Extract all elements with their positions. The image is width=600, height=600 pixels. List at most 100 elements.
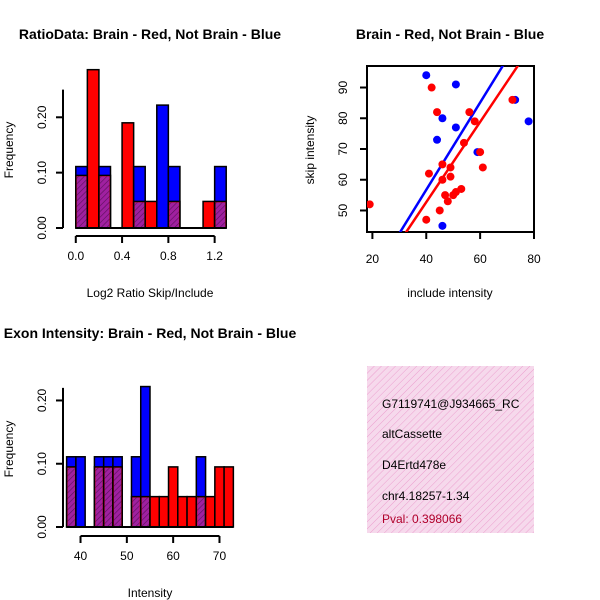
scatter-point-brain [427, 83, 436, 92]
scatter-point-notbrain [451, 80, 460, 89]
scatter-point-notbrain [438, 114, 447, 123]
ratio-hist-y-tick-label: 0.00 [35, 216, 49, 240]
scatter-point-brain [446, 172, 455, 181]
scatter-fit-line-notbrain [398, 66, 505, 232]
scatter-y-tick-label: 90 [336, 81, 350, 95]
info-location: chr4.18257-1.34 [382, 489, 470, 503]
scatter-point-notbrain [422, 71, 431, 80]
ratio-hist-bar-brain [144, 200, 158, 229]
ratio-histogram-axes: 0.0 0.4 0.8 1.2 0.00 0.10 0.20 [35, 89, 223, 263]
scatter-y-tick-label: 60 [336, 173, 350, 187]
exon-histogram-title: Exon Intensity: Brain - Red, Not Brain -… [4, 325, 297, 341]
exon-hist-bar-overlap [197, 497, 205, 526]
info-probe-id: G7119741@J934665_RC [382, 397, 520, 411]
ratio-histogram-xlabel: Log2 Ratio Skip/Include [87, 286, 214, 300]
scatter-x-tick-label: 40 [420, 252, 434, 266]
ratio-hist-bar-overlap [134, 202, 145, 227]
scatter-title: Brain - Red, Not Brain - Blue [356, 26, 544, 42]
intensity-scatter-panel: Brain - Red, Not Brain - Blue 20 40 60 80 50… [303, 26, 544, 300]
exon-hist-bar-overlap [104, 467, 112, 526]
exon-hist-y-tick-label: 0.00 [35, 515, 49, 539]
ratio-hist-y-tick-label: 0.20 [35, 105, 49, 129]
ratio-hist-bar-overlap [76, 176, 87, 227]
ratio-hist-x-tick-label: 0.4 [114, 249, 131, 263]
exon-hist-x-tick-label: 50 [120, 549, 134, 563]
exon-hist-bar-overlap [113, 467, 122, 526]
ratio-hist-bar-overlap [99, 176, 110, 227]
exon-intensity-histogram-panel: Exon Intensity: Brain - Red, Not Brain -… [2, 325, 296, 600]
scatter-point-notbrain [433, 135, 442, 144]
info-box-background [367, 366, 534, 533]
ratio-hist-bar-overlap [169, 202, 179, 227]
scatter-y-tick-label: 70 [336, 142, 350, 156]
scatter-point-brain [433, 108, 442, 117]
info-box-panel: G7119741@J934665_RC altCassette D4Ertd47… [367, 366, 534, 533]
scatter-point-brain [465, 108, 474, 117]
exon-histogram-axes: 40 50 60 70 0.00 0.10 0.20 [35, 387, 227, 563]
ratio-hist-y-tick-label: 0.10 [35, 161, 49, 185]
exon-histogram-ylabel: Frequency [2, 421, 16, 478]
exon-hist-bar-brain [149, 495, 161, 528]
scatter-point-brain [435, 206, 444, 215]
exon-hist-bar-overlap [95, 467, 103, 526]
scatter-x-tick-label: 80 [527, 252, 541, 266]
scatter-point-notbrain [438, 221, 447, 230]
exon-hist-bar-brain [186, 495, 198, 528]
scatter-point-brain [457, 184, 466, 193]
scatter-x-tick-label: 20 [366, 252, 380, 266]
scatter-point-brain [438, 160, 447, 169]
scatter-point-brain [422, 215, 431, 224]
scatter-point-brain [476, 148, 485, 157]
scatter-point-brain [443, 197, 452, 206]
scatter-x-tick-label: 60 [473, 252, 487, 266]
ratio-hist-bar-brain [121, 122, 135, 229]
scatter-point-brain [478, 163, 487, 172]
exon-hist-bar-overlap [67, 467, 75, 526]
scatter-point-brain [441, 191, 450, 200]
exon-histogram-bars [65, 385, 235, 528]
scatter-plot-area [367, 66, 533, 232]
exon-hist-bar-brain [177, 495, 188, 528]
ratio-hist-x-tick-label: 1.2 [206, 249, 223, 263]
exon-hist-bar-brain [158, 495, 170, 528]
scatter-ylabel: skip intensity [303, 116, 317, 185]
scatter-y-tick-label: 80 [336, 111, 350, 125]
info-box-clip: G7119741@J934665_RC altCassette D4Ertd47… [367, 366, 534, 533]
ratio-hist-bar-brain [86, 68, 100, 229]
exon-hist-x-tick-label: 60 [166, 549, 180, 563]
scatter-y-tick-label: 50 [336, 203, 350, 217]
ratio-hist-bar-overlap [215, 202, 226, 227]
scatter-point-brain [470, 117, 479, 126]
scatter-point-notbrain [524, 117, 533, 126]
info-event-type: altCassette [382, 427, 442, 441]
scatter-point-brain [459, 138, 468, 147]
exon-hist-bar-brain [167, 466, 179, 528]
scatter-point-brain [508, 95, 517, 104]
scatter-axes: 20 40 60 80 50 60 70 80 90 [336, 81, 541, 266]
ratio-hist-bar-brain [202, 200, 216, 229]
exon-histogram-xlabel: Intensity [128, 586, 173, 600]
exon-hist-y-tick-label: 0.20 [35, 388, 49, 412]
exon-hist-bar-brain [214, 466, 225, 528]
exon-hist-bar-overlap [141, 497, 149, 526]
ratio-hist-bar-notbrain [156, 104, 170, 229]
exon-hist-x-tick-label: 70 [213, 549, 227, 563]
scatter-xlabel: include intensity [407, 286, 492, 300]
scatter-point-notbrain [451, 123, 460, 132]
exon-hist-bar-brain [223, 466, 235, 528]
ratio-hist-x-tick-label: 0.0 [67, 249, 84, 263]
exon-hist-bar-overlap [132, 497, 140, 526]
info-pval: Pval: 0.398066 [382, 512, 462, 526]
exon-hist-bar-brain [204, 495, 216, 528]
scatter-point-brain [424, 169, 433, 178]
scatter-point-brain [446, 163, 455, 172]
ratio-histogram-title: RatioData: Brain - Red, Not Brain - Blue [19, 26, 281, 42]
exon-hist-y-tick-label: 0.10 [35, 452, 49, 476]
exon-hist-bar-notbrain [75, 456, 86, 528]
ratio-histogram-bars [75, 68, 227, 229]
ratio-hist-x-tick-label: 0.8 [160, 249, 177, 263]
ratio-histogram-panel: RatioData: Brain - Red, Not Brain - Blue… [2, 26, 281, 300]
ratio-histogram-ylabel: Frequency [2, 122, 16, 179]
info-gene-name: D4Ertd478e [382, 458, 446, 472]
